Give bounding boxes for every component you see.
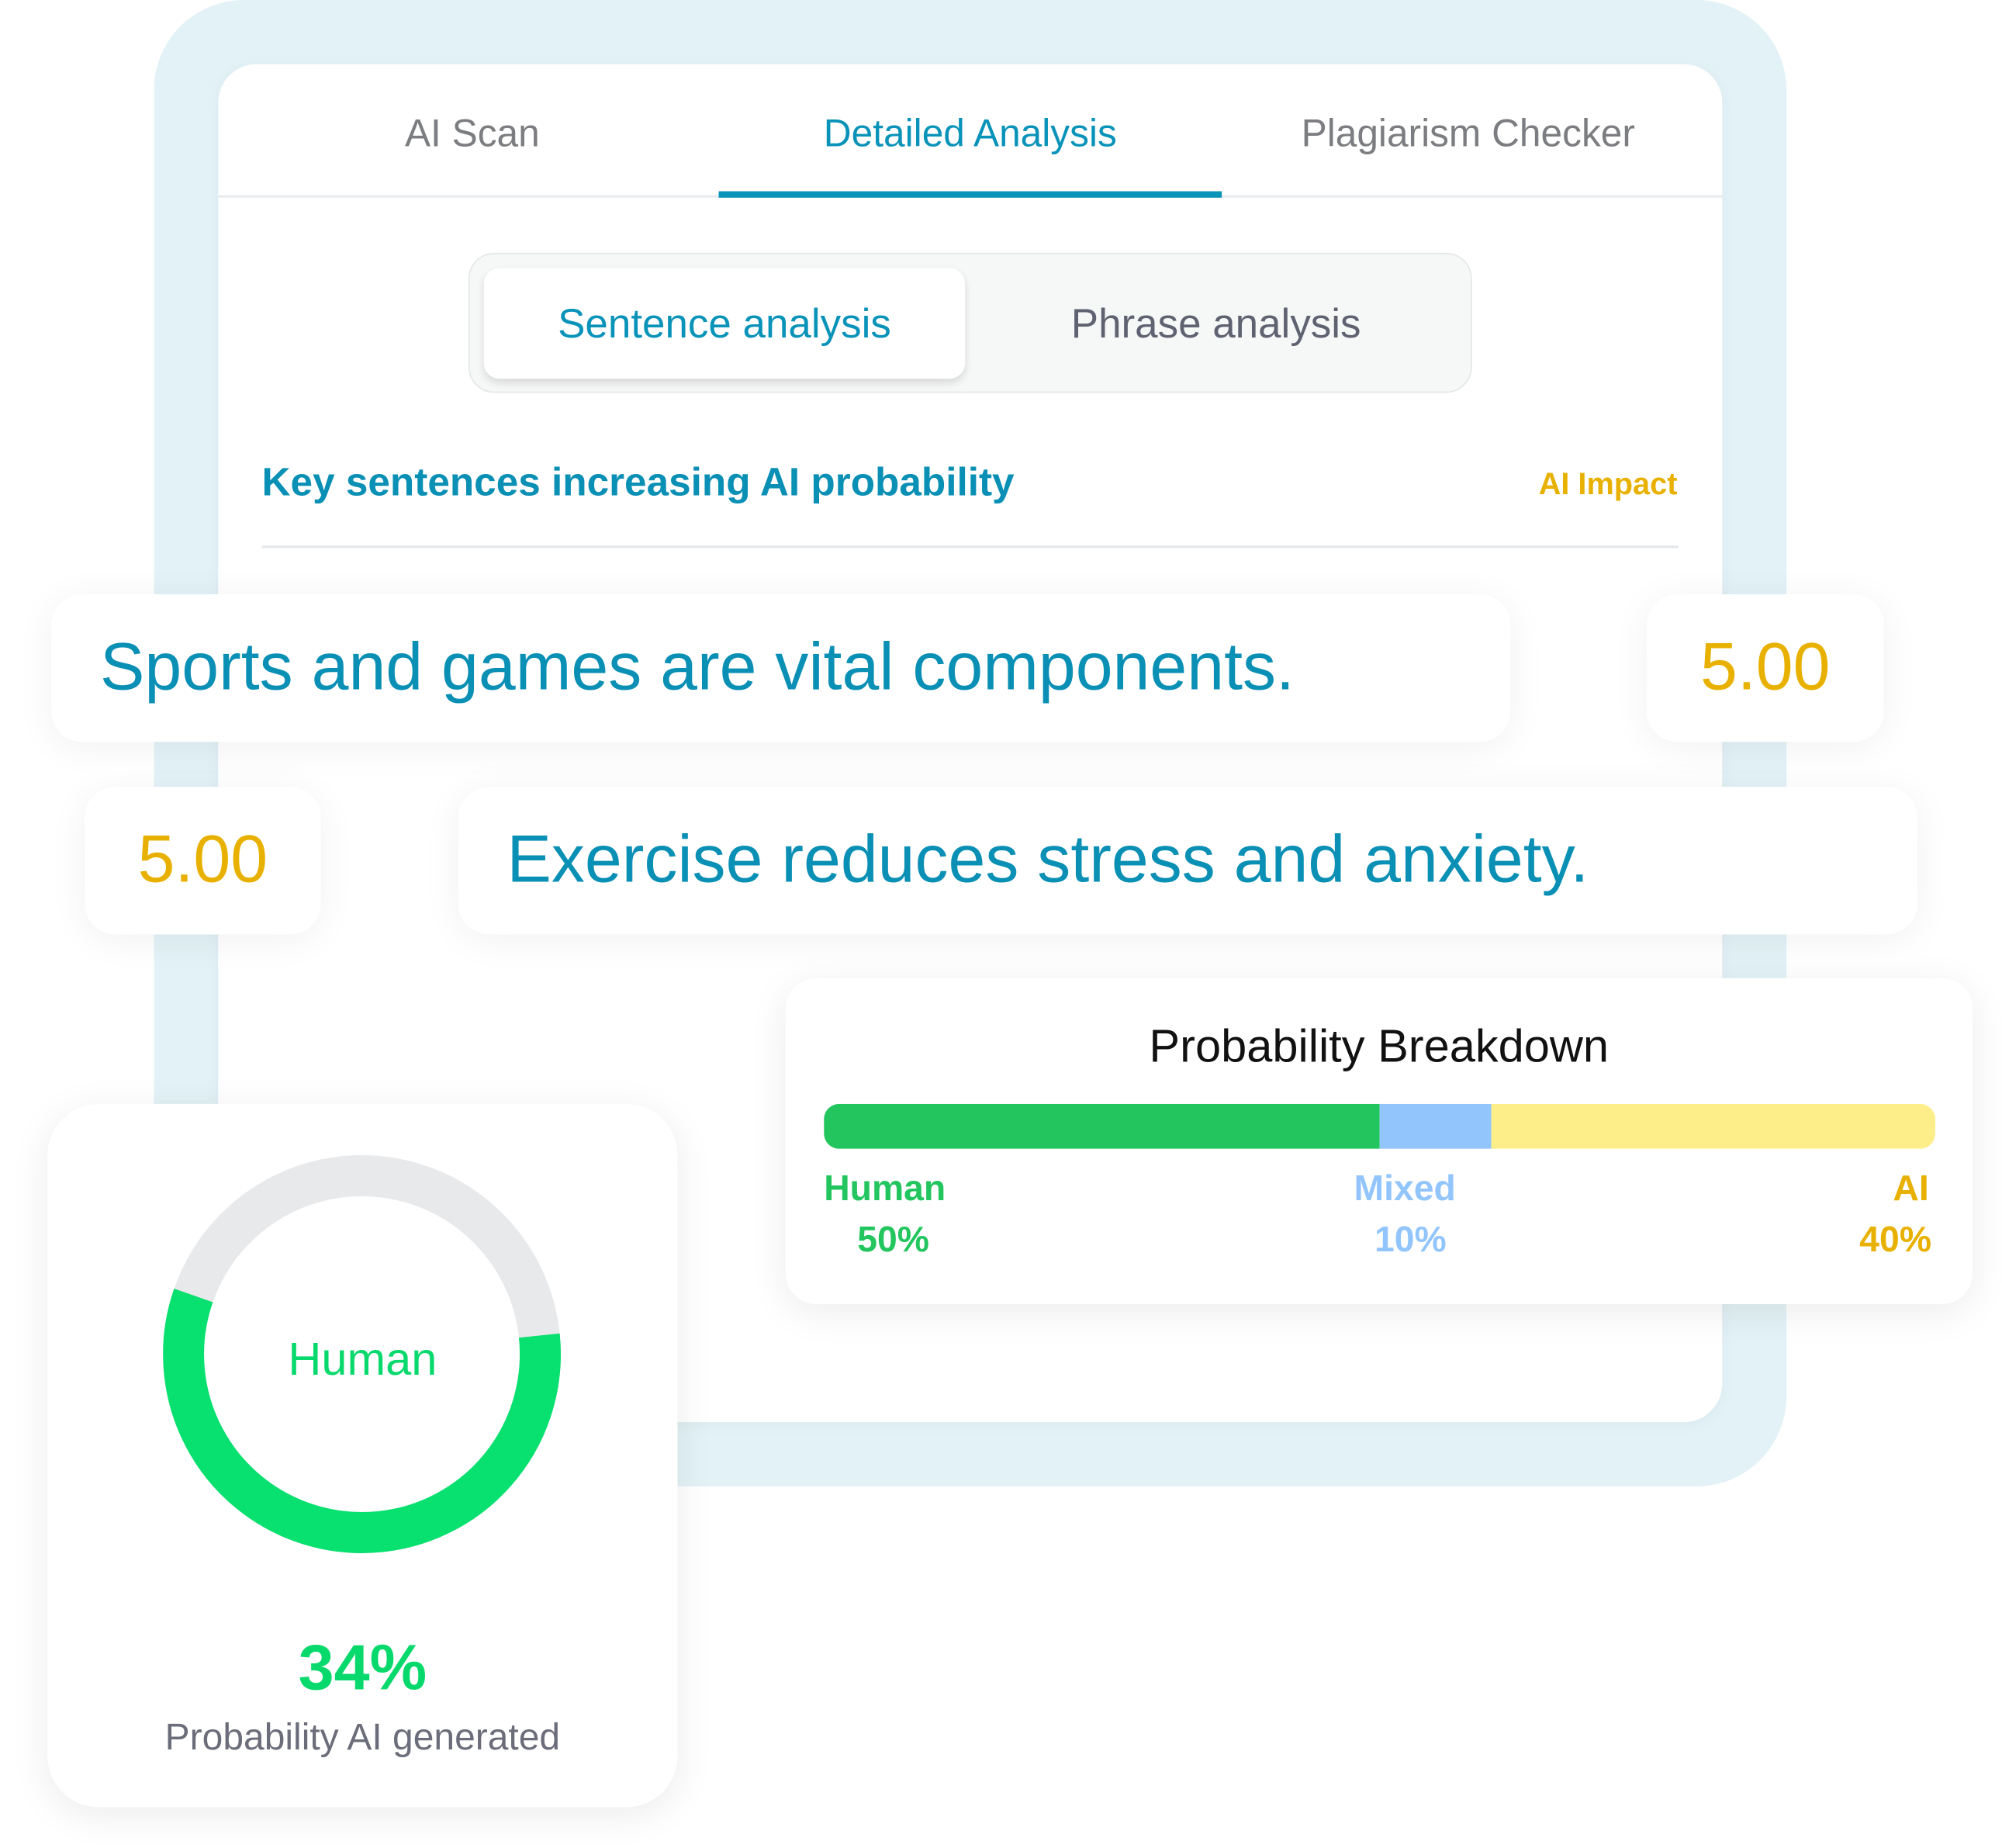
tab-plagiarism-checker[interactable]: Plagiarism Checker [1301, 112, 1635, 156]
donut-chart [163, 1155, 562, 1553]
ai-probability-card: Human 34% Probability AI generated [47, 1103, 678, 1808]
mixed-label: Mixed [1354, 1168, 1456, 1208]
score-value: 5.00 [1700, 630, 1831, 705]
active-tab-indicator [718, 191, 1222, 198]
score-value: 5.00 [137, 822, 268, 898]
ai-impact-label: AI Impact [1538, 467, 1678, 502]
breakdown-title: Probability Breakdown [1149, 1019, 1610, 1072]
mixed-value: 10% [1374, 1219, 1447, 1260]
phrase-analysis-button[interactable]: Phrase analysis [1070, 300, 1361, 347]
donut-center-label: Human [288, 1332, 437, 1386]
score-card: 5.00 [85, 787, 321, 935]
ai-caption: Probability AI generated [164, 1717, 561, 1759]
human-label: Human [824, 1168, 946, 1208]
sentence-card: Exercise reduces stress and anxiety. [458, 787, 1917, 935]
human-value: 50% [857, 1219, 929, 1260]
ai-value: 40% [1859, 1219, 1932, 1260]
score-card: 5.00 [1646, 594, 1884, 742]
breakdown-bar [824, 1103, 1935, 1149]
sentence-card: Sports and games are vital components. [51, 594, 1511, 742]
tab-detailed-analysis[interactable]: Detailed Analysis [823, 112, 1117, 156]
divider [261, 545, 1679, 549]
donut-human-arc [163, 1155, 562, 1553]
sentence-text: Sports and games are vital components. [100, 630, 1295, 705]
ai-label: AI [1893, 1168, 1929, 1208]
bar-segment-mixed [1379, 1103, 1491, 1149]
section-heading: Key sentences increasing AI probability [261, 459, 1015, 505]
sentence-analysis-button[interactable]: Sentence analysis [483, 268, 966, 379]
sentence-text: Exercise reduces stress and anxiety. [507, 822, 1589, 898]
bar-segment-human [824, 1103, 1380, 1149]
tab-ai-scan[interactable]: AI Scan [404, 112, 540, 156]
bar-segment-ai [1490, 1103, 1935, 1149]
ai-percent: 34% [298, 1631, 427, 1704]
probability-breakdown-card: Probability Breakdown Human 50% Mixed 10… [785, 978, 1973, 1304]
